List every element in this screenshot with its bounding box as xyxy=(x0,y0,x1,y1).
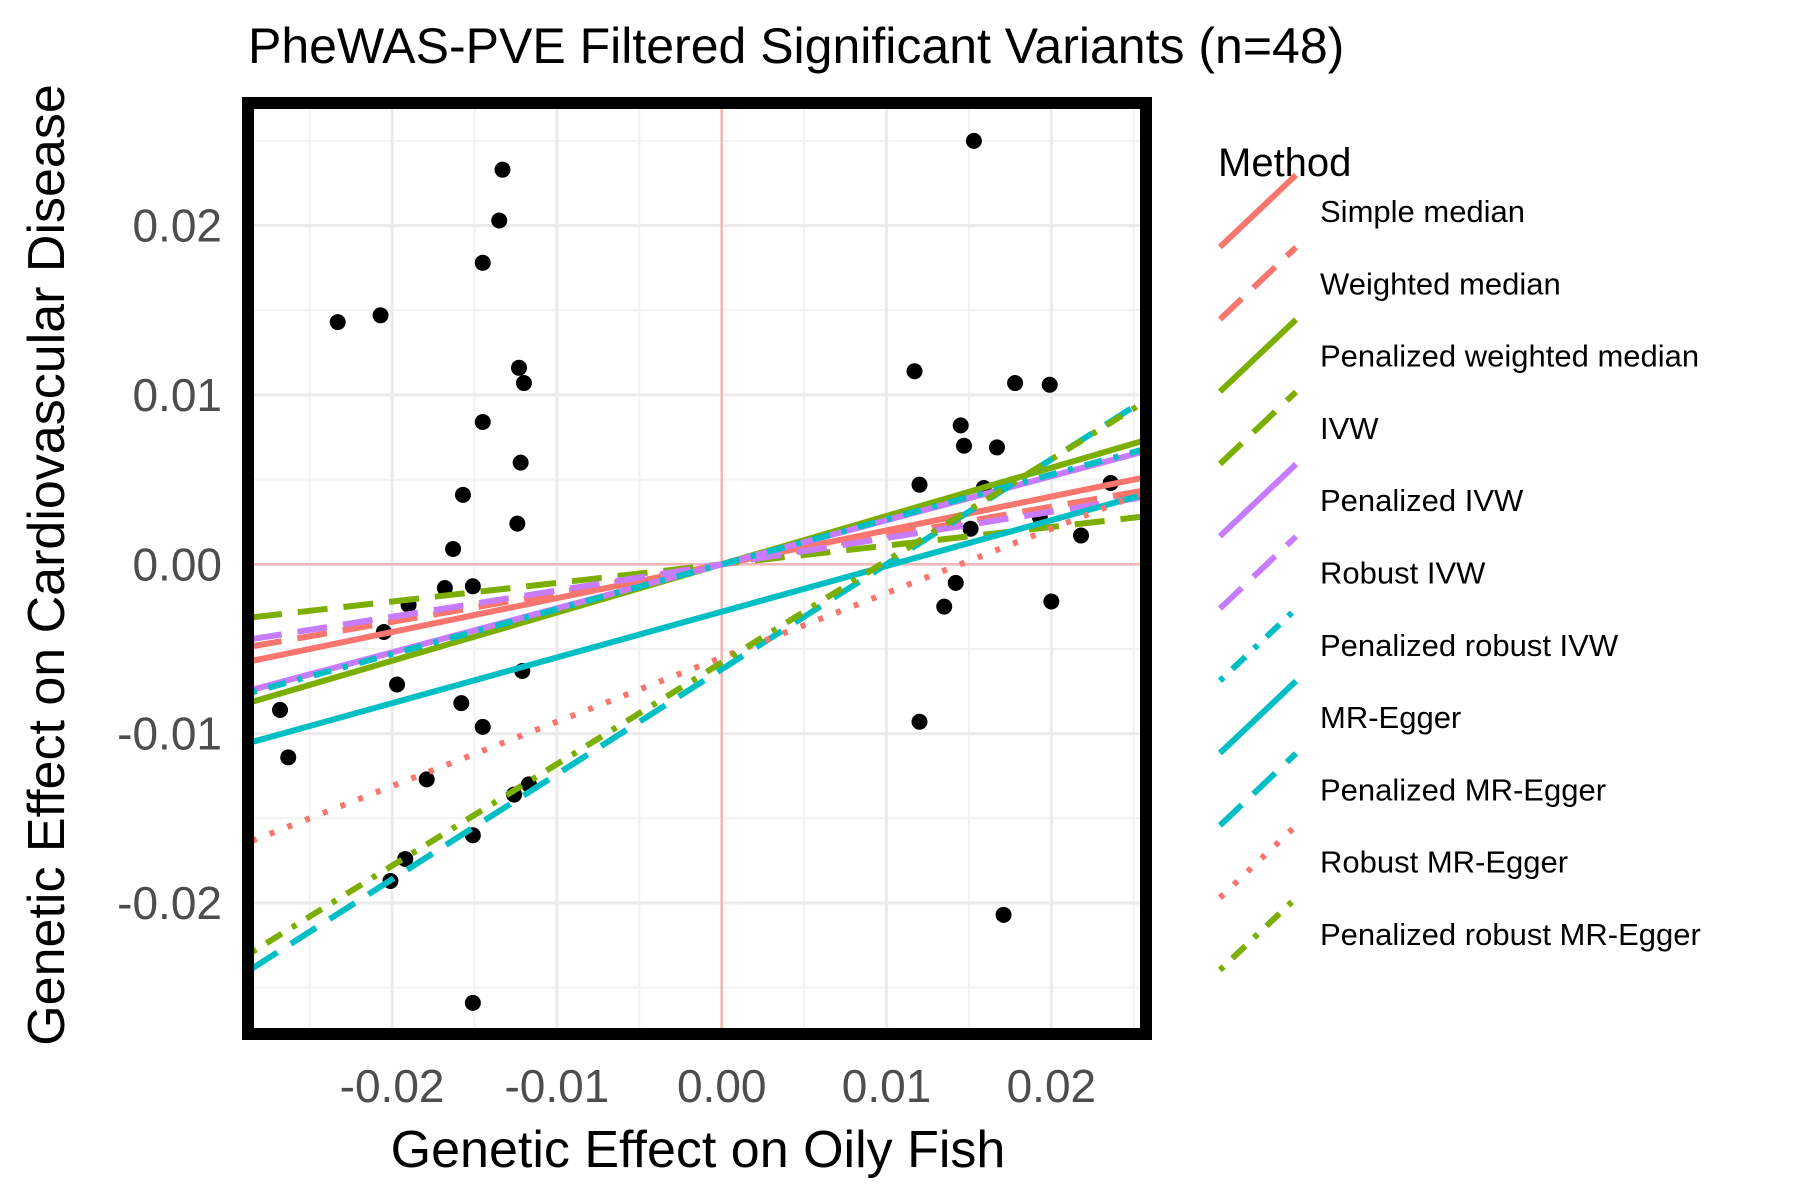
legend-key xyxy=(1217,389,1299,467)
legend-key xyxy=(1217,462,1299,539)
data-point xyxy=(272,701,289,718)
legend-item: IVW xyxy=(1217,389,1379,467)
data-point xyxy=(515,375,532,392)
plot-area xyxy=(242,97,1152,1040)
data-point xyxy=(952,417,969,434)
method-line xyxy=(252,490,1142,844)
legend-label: Robust MR-Egger xyxy=(1320,845,1568,880)
data-point xyxy=(1073,527,1090,544)
data-point xyxy=(280,749,297,766)
method-line xyxy=(252,487,1142,650)
data-point xyxy=(509,515,526,532)
data-point xyxy=(956,437,972,454)
method-lines xyxy=(252,398,1142,972)
data-point xyxy=(474,414,491,431)
legend-label: Penalized weighted median xyxy=(1320,339,1699,374)
y-tick-label: 0.00 xyxy=(132,538,222,590)
x-tick-label: -0.02 xyxy=(340,1060,445,1112)
y-axis-ticks: -0.02 -0.01 0.00 0.01 0.02 xyxy=(117,200,222,929)
legend-item: MR-Egger xyxy=(1217,678,1461,756)
legend-item: Penalized weighted median xyxy=(1217,317,1699,394)
legend-title: Method xyxy=(1218,141,1351,185)
data-point xyxy=(1043,593,1060,610)
data-point xyxy=(1041,376,1058,393)
data-point xyxy=(911,713,928,730)
data-point xyxy=(494,161,511,178)
y-tick-label: -0.02 xyxy=(117,877,222,929)
legend-item: Penalized robust IVW xyxy=(1217,606,1619,683)
y-tick-label: -0.01 xyxy=(117,708,222,760)
legend-key xyxy=(1217,245,1299,322)
data-point xyxy=(1007,375,1024,392)
data-point xyxy=(436,579,453,596)
data-point xyxy=(389,676,406,693)
legend-item: Weighted median xyxy=(1217,245,1561,322)
legend-label: Penalized MR-Egger xyxy=(1320,772,1606,807)
x-tick-label: 0.02 xyxy=(1007,1060,1097,1112)
data-point xyxy=(464,578,481,595)
data-point xyxy=(329,314,346,331)
plot-border xyxy=(242,97,1152,1040)
y-tick-label: 0.02 xyxy=(132,200,222,252)
legend-item: Robust MR-Egger xyxy=(1217,823,1568,900)
method-line xyxy=(252,400,1142,955)
legend-label: Penalized IVW xyxy=(1320,483,1524,518)
x-tick-label: -0.01 xyxy=(504,1060,609,1112)
data-point xyxy=(512,454,529,471)
legend-label: Simple median xyxy=(1320,194,1525,229)
method-line xyxy=(252,492,1142,745)
legend-label: Penalized robust MR-Egger xyxy=(1320,917,1701,952)
data-point xyxy=(491,212,508,229)
data-point xyxy=(372,307,389,324)
legend-key xyxy=(1217,751,1299,828)
data-point xyxy=(906,363,923,380)
y-axis-title: Genetic Effect on Cardiovascular Disease xyxy=(18,84,76,1046)
legend-items: Simple median Weighted median Penalized we… xyxy=(1217,172,1701,973)
legend-key xyxy=(1217,172,1299,250)
legend: Method Simple median Weighted median Penal… xyxy=(1217,141,1701,973)
legend-key xyxy=(1217,317,1299,394)
legend-key xyxy=(1217,606,1299,683)
data-points xyxy=(272,132,1119,1011)
data-point xyxy=(454,486,471,503)
data-point xyxy=(511,359,527,376)
data-point xyxy=(995,906,1012,923)
method-line xyxy=(252,494,1142,643)
legend-item: Penalized robust MR-Egger xyxy=(1217,895,1701,973)
legend-item: Penalized MR-Egger xyxy=(1217,751,1606,828)
legend-key xyxy=(1217,678,1299,756)
data-point xyxy=(947,574,964,591)
data-point xyxy=(445,541,462,558)
x-tick-label: 0.01 xyxy=(842,1060,932,1112)
chart-title: PheWAS-PVE Filtered Significant Variants… xyxy=(248,18,1344,74)
legend-item: Simple median xyxy=(1217,172,1525,250)
legend-item: Robust IVW xyxy=(1217,534,1486,611)
legend-key xyxy=(1217,823,1299,900)
legend-label: MR-Egger xyxy=(1320,700,1461,735)
data-point xyxy=(936,598,953,615)
data-point xyxy=(418,771,435,788)
legend-label: Penalized robust IVW xyxy=(1320,628,1619,663)
data-point xyxy=(911,476,928,493)
data-point xyxy=(474,718,491,735)
data-point xyxy=(962,520,979,537)
legend-label: Weighted median xyxy=(1320,266,1561,301)
data-point xyxy=(464,994,481,1011)
legend-label: Robust IVW xyxy=(1320,556,1486,591)
x-axis-title: Genetic Effect on Oily Fish xyxy=(391,1121,1006,1179)
legend-key xyxy=(1217,895,1299,973)
data-point xyxy=(453,695,470,712)
legend-label: IVW xyxy=(1320,411,1379,446)
y-tick-label: 0.01 xyxy=(132,369,222,421)
data-point xyxy=(988,439,1005,456)
data-point xyxy=(965,132,982,149)
legend-item: Penalized IVW xyxy=(1217,462,1524,539)
x-axis-ticks: -0.02 -0.01 0.00 0.01 0.02 xyxy=(340,1060,1096,1112)
x-tick-label: 0.00 xyxy=(677,1060,767,1112)
legend-key xyxy=(1217,534,1299,611)
data-point xyxy=(474,254,491,271)
